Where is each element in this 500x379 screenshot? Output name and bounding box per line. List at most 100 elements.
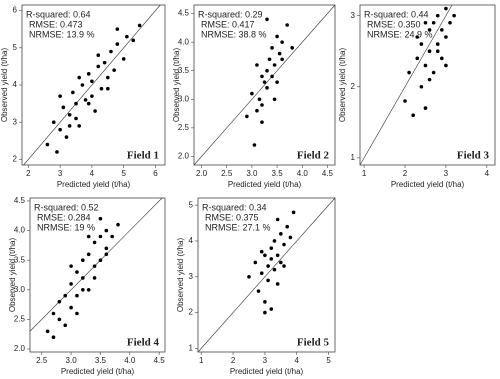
data-point — [282, 264, 286, 268]
x-axis-title: Predicted yield (t/ha) — [61, 367, 135, 376]
x-tick-label: 3 — [263, 356, 268, 365]
field-label: Field 5 — [297, 337, 330, 349]
stat-annotation: R-squared: 0.52 — [34, 202, 99, 212]
data-point — [282, 242, 286, 247]
y-tick-label: 3.5 — [178, 66, 190, 75]
data-point — [291, 210, 296, 215]
data-point — [99, 86, 104, 91]
x-tick-label: 4 — [295, 356, 300, 365]
data-point — [275, 282, 280, 286]
plot-frame — [29, 197, 166, 353]
data-point — [444, 6, 448, 11]
y-tick-label: 1 — [189, 344, 194, 353]
data-point — [90, 94, 94, 98]
data-point — [92, 264, 97, 268]
field-label: Field 2 — [297, 150, 330, 162]
stat-annotation: NRMSE: 27.1 % — [205, 222, 271, 232]
data-point — [415, 56, 420, 61]
data-point — [75, 270, 79, 274]
one-to-one-line — [23, 4, 161, 166]
data-point — [411, 113, 415, 118]
data-point — [51, 120, 56, 125]
data-point — [74, 116, 78, 121]
data-point — [444, 63, 448, 68]
data-point — [288, 235, 293, 240]
data-point — [290, 46, 294, 50]
y-tick-label: 4.0 — [14, 226, 26, 235]
data-point — [269, 246, 274, 250]
stat-annotation: R-squared: 0.44 — [364, 9, 429, 19]
data-point — [423, 20, 428, 25]
x-tick-label: 5 — [121, 169, 126, 178]
data-point — [247, 274, 251, 279]
data-point — [252, 143, 257, 147]
x-axis-title: Predicted yield (t/ha) — [57, 180, 131, 189]
plot-frame — [193, 4, 336, 166]
y-tick-label: 2 — [351, 82, 356, 91]
data-point — [280, 57, 284, 62]
data-point — [272, 267, 277, 272]
data-point — [265, 86, 269, 90]
data-point — [272, 63, 277, 67]
x-tick-label: 2.5 — [221, 169, 233, 178]
x-tick-label: 4.5 — [322, 169, 334, 178]
data-point — [81, 288, 85, 292]
data-point — [427, 28, 432, 32]
data-point — [245, 114, 249, 119]
data-point — [267, 57, 272, 62]
y-tick-label: 3.0 — [14, 285, 26, 294]
one-to-one-line — [359, 4, 453, 166]
y-axis-title: Observed yield (t/ha) — [176, 238, 185, 313]
data-point — [435, 49, 440, 54]
data-point — [86, 288, 91, 292]
field-label: Field 4 — [127, 337, 160, 349]
y-tick-label: 3.0 — [178, 94, 190, 103]
data-point — [116, 222, 120, 227]
data-point — [45, 142, 50, 147]
y-tick-label: 3 — [189, 272, 194, 281]
data-point — [419, 84, 424, 89]
data-point — [260, 74, 264, 79]
data-point — [93, 109, 97, 113]
data-point — [86, 72, 91, 76]
data-point — [58, 94, 62, 98]
data-point — [121, 57, 126, 61]
data-point — [96, 64, 101, 69]
x-tick-label: 2 — [403, 169, 408, 178]
data-point — [86, 101, 91, 106]
stat-annotation: R-squared: 0.34 — [202, 202, 267, 212]
y-axis-title: Observed yield (t/ha) — [338, 48, 347, 123]
y-tick-label: 4.5 — [178, 9, 190, 18]
data-point — [90, 79, 94, 84]
x-tick-label: 3.5 — [95, 356, 107, 365]
data-point — [279, 260, 283, 265]
x-tick-label: 3 — [58, 169, 63, 178]
data-point — [81, 258, 85, 262]
y-tick-label: 4.5 — [14, 196, 26, 205]
y-axis-title: Observed yield (t/ha) — [8, 238, 17, 313]
data-point — [266, 278, 270, 283]
data-point — [98, 216, 103, 221]
data-point — [260, 120, 264, 124]
data-point — [444, 35, 448, 39]
data-point — [131, 38, 136, 43]
data-point — [67, 124, 72, 128]
data-point — [104, 246, 109, 251]
data-point — [255, 63, 259, 67]
data-point — [259, 271, 264, 276]
y-tick-label: 2 — [189, 308, 194, 317]
stat-annotation: NRMSE: 19 % — [37, 222, 95, 232]
data-point — [415, 35, 420, 39]
data-point — [257, 97, 262, 102]
data-point — [431, 20, 436, 25]
x-tick-label: 4.5 — [154, 356, 166, 365]
stat-annotation: RMSE: 0.375 — [205, 212, 259, 222]
data-point — [263, 300, 267, 304]
data-point — [112, 68, 116, 72]
plot-frame — [197, 197, 336, 353]
x-tick-label: 2 — [231, 356, 236, 365]
data-point — [86, 234, 91, 239]
data-point — [250, 91, 254, 96]
stat-annotation: R-squared: 0.29 — [198, 9, 263, 19]
data-point — [109, 49, 113, 54]
